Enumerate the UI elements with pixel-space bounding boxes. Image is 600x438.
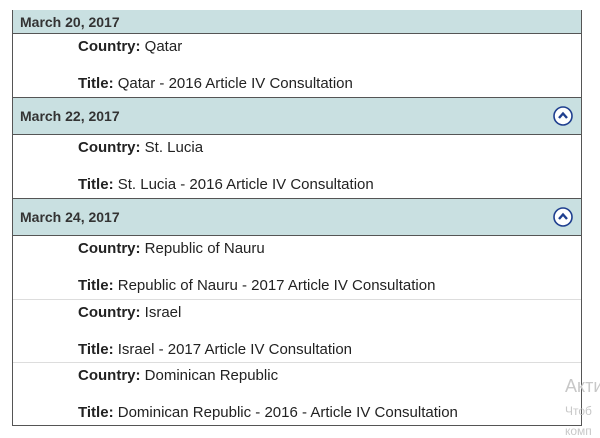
country-row: Country: Republic of Nauru — [78, 240, 265, 257]
date-header: March 20, 2017 — [13, 10, 581, 34]
date: March 20, 2017 — [20, 13, 120, 30]
entry: Country: Republic of Nauru Title: Republi… — [13, 236, 581, 299]
collapse-button[interactable] — [553, 207, 573, 227]
watermark: Чтоб — [565, 404, 592, 418]
country-value: Qatar — [144, 38, 183, 55]
country-row: Country: Dominican Republic — [78, 367, 278, 384]
title-label: Title: — [78, 341, 114, 358]
watermark: комп — [565, 424, 592, 438]
country-value: Republic of Nauru — [144, 240, 265, 257]
title-row: Title: Republic of Nauru - 2017 Article … — [78, 277, 435, 294]
country-value: Israel — [144, 304, 182, 321]
title-value: Israel - 2017 Article IV Consultation — [117, 341, 353, 358]
country-label: Country: — [78, 240, 141, 257]
title-label: Title: — [78, 75, 114, 92]
title-row: Title: Israel - 2017 Article IV Consulta… — [78, 341, 352, 358]
country-label: Country: — [78, 139, 141, 156]
title-value: St. Lucia - 2016 Article IV Consultation — [117, 176, 374, 193]
country-label: Country: — [78, 38, 141, 55]
date: March 24, 2017 — [20, 209, 120, 225]
country-row: Country: St. Lucia — [78, 139, 203, 156]
title-row: Title: Qatar - 2016 Article IV Consultat… — [78, 75, 353, 92]
title-label: Title: — [78, 277, 114, 294]
country-row: Country: Qatar — [78, 38, 182, 55]
title-label: Title: — [78, 176, 114, 193]
date-header[interactable]: March 24, 2017 — [13, 198, 581, 236]
country-value: Dominican Republic — [144, 367, 279, 384]
date-header[interactable]: March 22, 2017 — [13, 97, 581, 135]
title-value: Qatar - 2016 Article IV Consultation — [117, 75, 353, 92]
title-value: Dominican Republic - 2016 - Article IV C… — [117, 404, 458, 421]
entry: Country: Israel Title: Israel - 2017 Arti… — [13, 299, 581, 362]
consultation-list: March 20, 2017 Country: Qatar Title: Qatar… — [12, 10, 582, 426]
title-value: Republic of Nauru - 2017 Article IV Cons… — [117, 277, 436, 294]
title-label: Title: — [78, 404, 114, 421]
date: March 22, 2017 — [20, 108, 120, 124]
title-row: Title: St. Lucia - 2016 Article IV Consu… — [78, 176, 374, 193]
entry: Country: St. Lucia Title: St. Lucia - 201… — [13, 135, 581, 198]
title-row: Title: Dominican Republic - 2016 - Artic… — [78, 404, 458, 421]
country-value: St. Lucia — [144, 139, 204, 156]
watermark: Акти — [565, 376, 600, 396]
country-label: Country: — [78, 304, 141, 321]
entry: Country: Dominican Republic Title: Domini… — [13, 362, 581, 425]
country-row: Country: Israel — [78, 304, 181, 321]
country-label: Country: — [78, 367, 141, 384]
entry: Country: Qatar Title: Qatar - 2016 Articl… — [13, 34, 581, 97]
collapse-button[interactable] — [553, 106, 573, 126]
